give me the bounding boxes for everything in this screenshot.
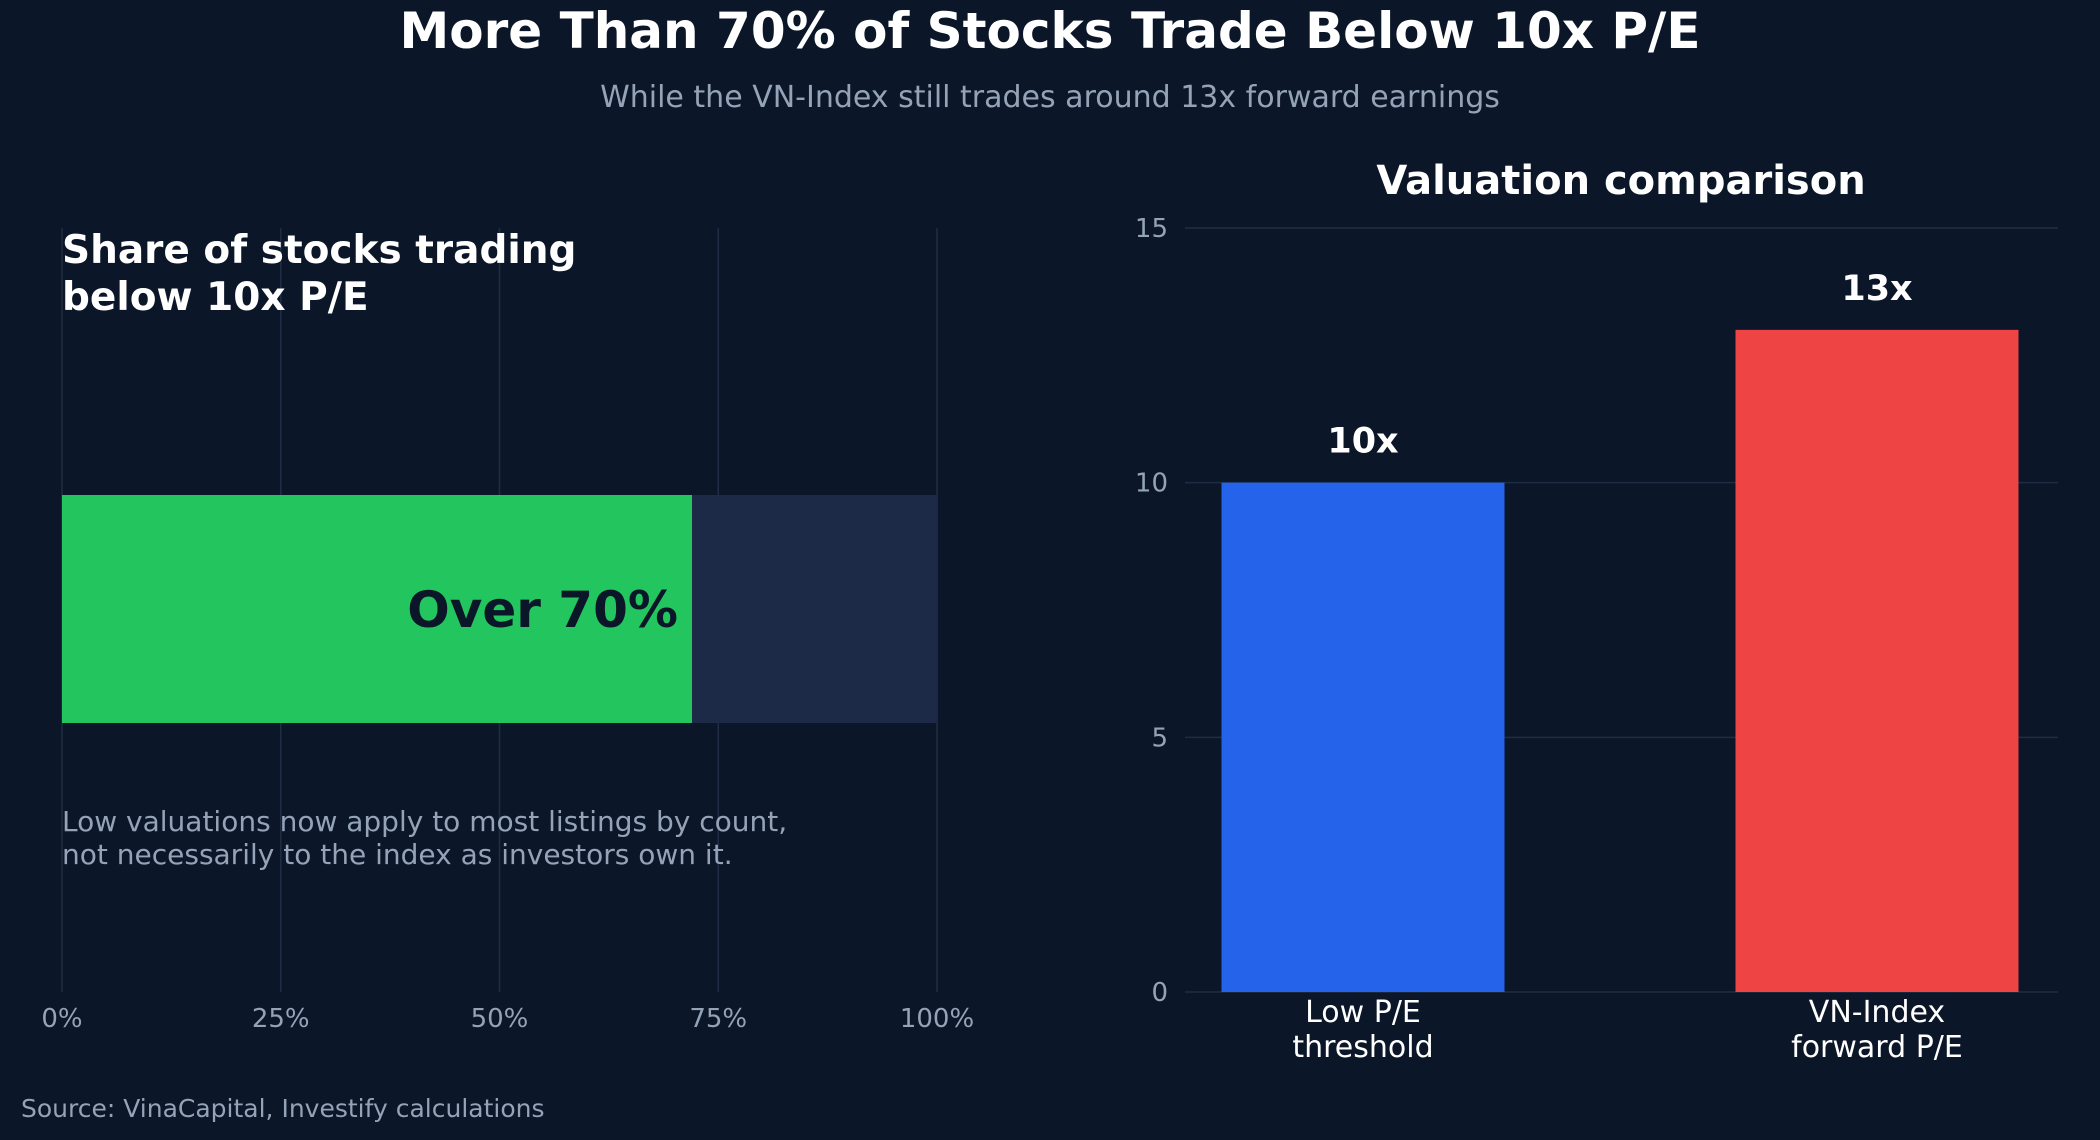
x-tick-label: 25% (252, 1004, 310, 1034)
y-tick-label: 0 (1151, 978, 1168, 1008)
x-tick-label: 75% (689, 1004, 747, 1034)
bar-value-label: 10x (1327, 422, 1399, 462)
source-note: Source: VinaCapital, Investify calculati… (21, 1094, 545, 1123)
y-tick-label: 5 (1151, 723, 1168, 753)
panel-title-line: below 10x P/E (62, 275, 369, 320)
panel-title: Valuation comparison (1376, 158, 1865, 204)
bar-value-label: 13x (1841, 269, 1913, 309)
x-tick-label: 100% (900, 1004, 974, 1034)
valuation-bar (1735, 329, 2019, 992)
x-category-label: forward P/E (1791, 1030, 1963, 1065)
y-tick-label: 10 (1135, 469, 1168, 499)
share-value-label: Over 70% (407, 581, 678, 639)
x-category-label: VN-Index (1809, 995, 1945, 1030)
y-tick-label: 15 (1135, 214, 1168, 244)
panel-title-line: Share of stocks trading (62, 228, 576, 273)
x-category-label: threshold (1292, 1030, 1433, 1065)
page-subtitle: While the VN-Index still trades around 1… (600, 80, 1500, 115)
annotation-line: not necessarily to the index as investor… (62, 838, 733, 871)
x-category-label: Low P/E (1305, 995, 1421, 1030)
annotation-line: Low valuations now apply to most listing… (62, 805, 787, 838)
share-bar (62, 495, 692, 723)
x-tick-label: 50% (471, 1004, 529, 1034)
page-title: More Than 70% of Stocks Trade Below 10x … (399, 2, 1701, 60)
valuation-bar (1221, 482, 1505, 992)
x-tick-label: 0% (41, 1004, 82, 1034)
